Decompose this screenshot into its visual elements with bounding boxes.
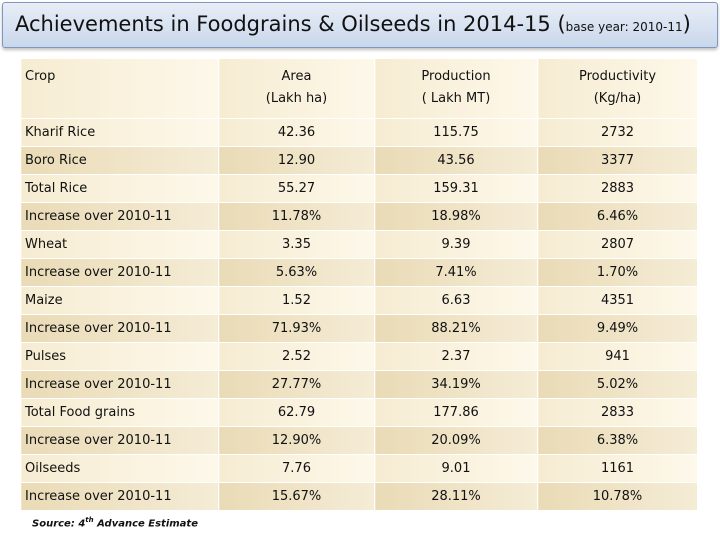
table-row: Pulses 2.52 2.37 941 <box>20 342 698 371</box>
cell-productivity: 10.78% <box>537 482 698 511</box>
cell-area: 42.36 <box>218 118 375 147</box>
cell-area: 7.76 <box>218 454 375 483</box>
cell-production: 20.09% <box>374 426 538 455</box>
header-production: Production( Lakh MT) <box>374 58 538 119</box>
cell-production: 43.56 <box>374 146 538 175</box>
cell-productivity: 3377 <box>537 146 698 175</box>
cell-productivity: 6.46% <box>537 202 698 231</box>
table-row: Boro Rice 12.90 43.56 3377 <box>20 146 698 175</box>
cell-productivity: 2732 <box>537 118 698 147</box>
cell-area: 12.90 <box>218 146 375 175</box>
cell-area: 62.79 <box>218 398 375 427</box>
slide-title: Achievements in Foodgrains & Oilseeds in… <box>15 12 691 36</box>
table-row: Maize 1.52 6.63 4351 <box>20 286 698 315</box>
cell-production: 18.98% <box>374 202 538 231</box>
title-bar: Achievements in Foodgrains & Oilseeds in… <box>2 2 718 48</box>
cell-area: 71.93% <box>218 314 375 343</box>
cell-crop: Increase over 2010-11 <box>20 314 219 343</box>
cell-crop: Oilseeds <box>20 454 219 483</box>
cell-crop: Increase over 2010-11 <box>20 482 219 511</box>
cell-crop: Increase over 2010-11 <box>20 426 219 455</box>
cell-area: 11.78% <box>218 202 375 231</box>
table-row: Increase over 2010-11 71.93% 88.21% 9.49% <box>20 314 698 343</box>
cell-area: 1.52 <box>218 286 375 315</box>
cell-productivity: 1161 <box>537 454 698 483</box>
cell-area: 2.52 <box>218 342 375 371</box>
cell-crop: Total Rice <box>20 174 219 203</box>
cell-productivity: 2807 <box>537 230 698 259</box>
table-row: Oilseeds 7.76 9.01 1161 <box>20 454 698 483</box>
cell-productivity: 4351 <box>537 286 698 315</box>
cell-productivity: 1.70% <box>537 258 698 287</box>
cell-productivity: 941 <box>537 342 698 371</box>
cell-production: 9.01 <box>374 454 538 483</box>
header-area: Area (Lakh ha) <box>218 58 375 119</box>
cell-production: 9.39 <box>374 230 538 259</box>
cell-production: 159.31 <box>374 174 538 203</box>
table-row: Increase over 2010-11 11.78% 18.98% 6.46% <box>20 202 698 231</box>
header-row: Crop Area (Lakh ha) Production( Lakh MT) … <box>20 58 698 119</box>
cell-productivity: 2883 <box>537 174 698 203</box>
table-row: Wheat 3.35 9.39 2807 <box>20 230 698 259</box>
header-crop: Crop <box>20 58 219 119</box>
cell-area: 3.35 <box>218 230 375 259</box>
cell-productivity: 6.38% <box>537 426 698 455</box>
cell-production: 28.11% <box>374 482 538 511</box>
table-row: Kharif Rice 42.36 115.75 2732 <box>20 118 698 147</box>
cell-area: 27.77% <box>218 370 375 399</box>
table-row: Total Rice 55.27 159.31 2883 <box>20 174 698 203</box>
cell-crop: Boro Rice <box>20 146 219 175</box>
table-row: Increase over 2010-11 15.67% 28.11% 10.78% <box>20 482 698 511</box>
cell-crop: Total Food grains <box>20 398 219 427</box>
cell-productivity: 9.49% <box>537 314 698 343</box>
cell-area: 12.90% <box>218 426 375 455</box>
cell-area: 5.63% <box>218 258 375 287</box>
cell-crop: Wheat <box>20 230 219 259</box>
cell-crop: Kharif Rice <box>20 118 219 147</box>
cell-area: 15.67% <box>218 482 375 511</box>
cell-crop: Increase over 2010-11 <box>20 202 219 231</box>
source-note: Source: 4th Advance Estimate <box>32 516 198 530</box>
cell-production: 7.41% <box>374 258 538 287</box>
cell-productivity: 5.02% <box>537 370 698 399</box>
table-row: Increase over 2010-11 27.77% 34.19% 5.02% <box>20 370 698 399</box>
header-productivity: Productivity (Kg/ha) <box>537 58 698 119</box>
table-row: Increase over 2010-11 5.63% 7.41% 1.70% <box>20 258 698 287</box>
table-row: Increase over 2010-11 12.90% 20.09% 6.38% <box>20 426 698 455</box>
cell-production: 88.21% <box>374 314 538 343</box>
cell-production: 34.19% <box>374 370 538 399</box>
cell-crop: Increase over 2010-11 <box>20 258 219 287</box>
table-row: Total Food grains 62.79 177.86 2833 <box>20 398 698 427</box>
cell-crop: Increase over 2010-11 <box>20 370 219 399</box>
cell-production: 115.75 <box>374 118 538 147</box>
cell-crop: Maize <box>20 286 219 315</box>
base-year-note: base year: 2010-11 <box>565 20 683 34</box>
cell-production: 177.86 <box>374 398 538 427</box>
cell-crop: Pulses <box>20 342 219 371</box>
cell-productivity: 2833 <box>537 398 698 427</box>
cell-production: 6.63 <box>374 286 538 315</box>
cell-area: 55.27 <box>218 174 375 203</box>
cell-production: 2.37 <box>374 342 538 371</box>
achievements-table: Crop Area (Lakh ha) Production( Lakh MT) … <box>20 58 698 511</box>
